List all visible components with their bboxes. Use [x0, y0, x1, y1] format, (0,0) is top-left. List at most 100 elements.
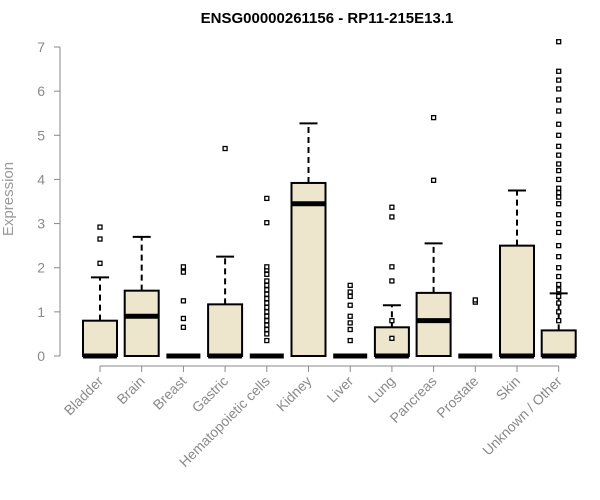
outlier-point: [180, 298, 187, 304]
outlier-point: [347, 293, 353, 300]
outlier-point: [347, 302, 353, 308]
x-tick-label: Skin: [493, 373, 524, 404]
outlier-point: [556, 108, 562, 114]
outlier-point: [264, 278, 270, 284]
outlier-point: [556, 190, 562, 196]
box-bladder: [82, 224, 118, 359]
outlier-point: [180, 264, 187, 270]
outlier-point: [556, 265, 562, 271]
box-unknown-other: [540, 39, 577, 359]
outlier-point: [556, 86, 562, 92]
box-liver: [333, 282, 368, 359]
outlier-point: [264, 337, 270, 344]
x-tick-label: Brain: [113, 373, 147, 407]
outlier-point: [347, 326, 353, 333]
outlier-point: [389, 204, 395, 210]
y-tick-label: 2: [37, 260, 45, 276]
box-hematopoietic-cells: [249, 195, 284, 359]
outlier-point: [556, 68, 562, 74]
outlier-point: [264, 264, 270, 270]
y-tick-label: 1: [37, 304, 45, 320]
box-prostate: [458, 297, 493, 359]
box-rect: [415, 291, 452, 357]
outlier-point: [264, 326, 270, 333]
outlier-point: [556, 121, 562, 127]
outlier-point: [556, 176, 562, 183]
outlier-point: [556, 254, 562, 260]
x-tick-label: Unknown / Other: [479, 373, 565, 459]
box-gastric: [207, 145, 244, 359]
y-axis-label: Expression: [0, 162, 17, 236]
outlier-point: [556, 300, 562, 306]
outlier-point: [556, 39, 562, 45]
x-tick-label: Breast: [150, 373, 190, 413]
outlier-point: [264, 220, 270, 226]
box-group: [82, 39, 577, 359]
outlier-point: [556, 167, 562, 174]
outlier-point: [264, 282, 270, 289]
outlier-point: [472, 297, 478, 303]
outlier-point: [264, 291, 270, 297]
chart-title: ENSG00000261156 - RP11-215E13.1: [201, 10, 454, 27]
outlier-point: [556, 309, 562, 315]
outlier-point: [264, 195, 270, 202]
outlier-point: [556, 161, 562, 167]
box-skin: [499, 189, 535, 359]
outlier-point: [180, 324, 187, 330]
outlier-point: [347, 337, 353, 344]
outlier-point: [556, 293, 562, 300]
box-brain: [123, 235, 160, 358]
outlier-point: [180, 315, 187, 322]
box-rect: [499, 244, 535, 357]
outlier-point: [556, 220, 562, 227]
outlier-point: [264, 271, 270, 277]
y-tick-label: 4: [37, 171, 45, 187]
outlier-point: [389, 278, 395, 284]
box-rect: [290, 181, 327, 357]
outlier-point: [264, 295, 270, 302]
box-kidney: [290, 122, 327, 357]
outlier-point: [556, 194, 562, 200]
box-pancreas: [415, 114, 452, 357]
outlier-point: [180, 269, 187, 275]
outlier-point: [430, 114, 437, 121]
outlier-point: [264, 331, 270, 337]
outlier-point: [264, 309, 270, 315]
y-tick-label: 3: [37, 216, 45, 232]
outlier-point: [264, 313, 270, 319]
box-rect: [123, 289, 160, 358]
outlier-point: [556, 143, 562, 149]
outlier-point: [556, 132, 562, 138]
outlier-point: [556, 201, 562, 207]
box-rect: [82, 319, 118, 357]
outlier-point: [556, 212, 562, 218]
box-lung: [373, 204, 410, 359]
outlier-point: [556, 152, 562, 158]
outlier-point: [347, 320, 353, 326]
outlier-point: [264, 322, 270, 328]
box-rect: [373, 326, 410, 357]
x-tick-label: Prostate: [433, 373, 481, 421]
box-breast: [166, 264, 201, 359]
outlier-point: [264, 318, 270, 324]
outlier-point: [97, 236, 103, 242]
outlier-point: [97, 260, 103, 266]
x-tick-label: Liver: [324, 373, 357, 406]
outlier-point: [389, 214, 395, 220]
y-tick-label: 7: [37, 39, 45, 55]
x-tick-label: Kidney: [273, 373, 315, 415]
outlier-point: [347, 289, 353, 295]
outlier-point: [556, 318, 562, 324]
outlier-point: [222, 145, 228, 152]
box-rect: [540, 329, 577, 358]
outlier-point: [97, 224, 103, 230]
y-tick-label: 0: [37, 348, 45, 364]
outlier-point: [389, 264, 395, 270]
outlier-point: [556, 242, 562, 249]
outlier-point: [389, 335, 395, 341]
outlier-point: [556, 281, 562, 288]
y-tick-label: 5: [37, 127, 45, 143]
